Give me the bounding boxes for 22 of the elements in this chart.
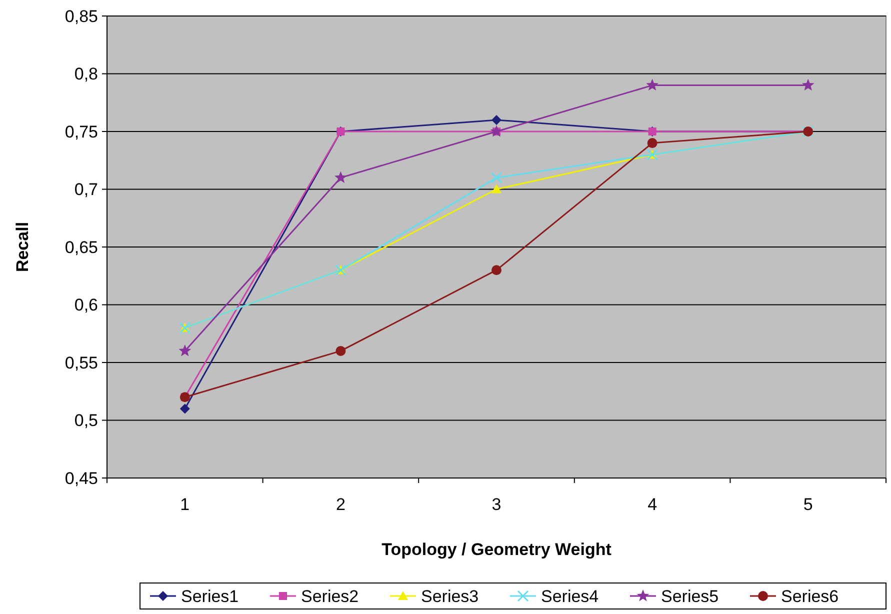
legend-label: Series3 [421, 586, 479, 606]
legend-label: Series1 [181, 586, 239, 606]
y-axis-title: Recall [13, 222, 32, 272]
y-tick-label: 0,6 [74, 296, 98, 315]
x-tick-label: 1 [180, 495, 190, 514]
y-tick-label: 0,85 [64, 6, 98, 26]
legend-label: Series6 [781, 586, 839, 606]
y-tick-label: 0,5 [74, 411, 98, 430]
y-tick-label: 0,55 [64, 353, 98, 372]
y-tick-label: 0,75 [64, 122, 98, 142]
y-tick-label: 0,8 [74, 64, 98, 84]
legend-label: Series5 [661, 586, 719, 606]
x-tick-label: 5 [803, 495, 813, 514]
x-axis-title: Topology / Geometry Weight [382, 540, 612, 559]
x-tick-label: 3 [492, 495, 502, 514]
y-tick-label: 0,7 [74, 180, 98, 200]
legend-label: Series4 [541, 586, 599, 606]
y-tick-label: 0,45 [64, 468, 98, 488]
x-tick-label: 2 [336, 495, 346, 514]
legend-label: Series2 [301, 586, 359, 606]
x-tick-label: 4 [648, 495, 658, 514]
y-tick-label: 0,65 [64, 238, 98, 257]
